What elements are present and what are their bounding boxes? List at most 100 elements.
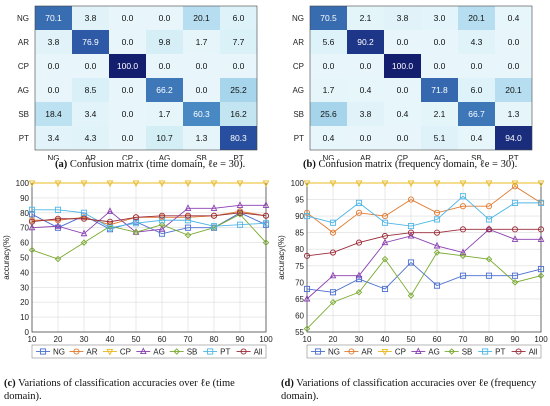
circle-marker bbox=[28, 218, 36, 225]
series-line-all bbox=[306, 228, 541, 257]
heatmap-cell-value: 1.7 bbox=[323, 85, 335, 95]
diamond-marker bbox=[210, 224, 218, 231]
triangle-up-marker bbox=[28, 223, 36, 231]
heatmap-row-label: NG bbox=[292, 14, 304, 23]
diamond-marker bbox=[173, 348, 180, 355]
heatmap-cell-value: 4.3 bbox=[471, 37, 483, 47]
y-tick-label: 20 bbox=[20, 298, 29, 307]
heatmap-row-label: CP bbox=[18, 62, 29, 71]
square-marker bbox=[511, 199, 519, 206]
heatmap-cell bbox=[384, 126, 421, 150]
heatmap-cell bbox=[220, 30, 257, 54]
heatmap-cell bbox=[183, 126, 220, 150]
circle-marker bbox=[303, 252, 311, 259]
series-line-all bbox=[31, 212, 267, 223]
triangle-down-marker bbox=[329, 180, 337, 188]
heatmap-cell-value: 90.2 bbox=[357, 37, 374, 47]
heatmap-cell-value: 3.8 bbox=[397, 13, 409, 23]
heatmap-cell-value: 71.8 bbox=[431, 85, 448, 95]
heatmap-cell bbox=[72, 30, 109, 54]
triangle-down-marker bbox=[407, 180, 415, 188]
circle-marker bbox=[515, 348, 522, 355]
heatmap-cell bbox=[72, 102, 109, 126]
legend-label: CP bbox=[120, 348, 131, 357]
square-marker bbox=[355, 275, 363, 283]
series-line-pt bbox=[32, 209, 267, 229]
heatmap-cell-value: 0.0 bbox=[508, 37, 520, 47]
caption-b-tag: (b) bbox=[303, 159, 316, 170]
series-line-sb bbox=[31, 213, 267, 260]
circle-marker bbox=[511, 226, 519, 233]
heatmap-cell-value: 0.0 bbox=[360, 133, 372, 143]
heatmap-cell bbox=[109, 78, 146, 102]
accuracy-line-chart-time: 0 10 20 30 40 50 60 70 80 90 100 10 20 30 40 50 60 70 80 90… bbox=[0, 175, 275, 406]
heatmap-cell bbox=[183, 6, 220, 30]
heatmap-cell bbox=[146, 54, 183, 78]
heatmap-cell-value: 6.0 bbox=[471, 85, 483, 95]
triangle-up-marker bbox=[414, 347, 422, 355]
triangle-down-marker bbox=[28, 180, 36, 188]
series-line-pt bbox=[306, 195, 541, 227]
heatmap-cell bbox=[72, 126, 109, 150]
caption-d-text: Variations of classification accuracies … bbox=[281, 378, 537, 402]
diamond-marker bbox=[485, 255, 493, 263]
square-marker bbox=[39, 348, 47, 355]
heatmap-cell-value: 100.0 bbox=[392, 61, 414, 71]
legend-label: NG bbox=[53, 348, 65, 357]
confusion-matrix-frequency: 70.5 2.1 3.8 3.0 20.1 0.4 5.6 90.2 0.0 0.0 4.3 0.0 0… bbox=[275, 0, 550, 175]
diamond-marker bbox=[329, 298, 337, 306]
triangle-down-marker bbox=[80, 180, 88, 188]
heatmap-cell-value: 60.3 bbox=[193, 109, 210, 119]
y-tick-label: 55 bbox=[295, 328, 304, 337]
triangle-down-marker bbox=[236, 180, 244, 188]
heatmap-cell-value: 0.0 bbox=[196, 61, 208, 71]
heatmap-cell bbox=[421, 6, 458, 30]
heatmap-cell bbox=[310, 30, 347, 54]
x-tick-label: 10 bbox=[303, 335, 312, 344]
legend-label: AR bbox=[86, 348, 97, 357]
x-tick-label: 40 bbox=[106, 335, 115, 344]
circle-marker bbox=[348, 348, 355, 355]
heatmap-cell bbox=[347, 126, 384, 150]
heatmap-cell-value: 0.0 bbox=[122, 133, 134, 143]
heatmap-cell bbox=[421, 54, 458, 78]
square-marker bbox=[537, 199, 545, 206]
heatmap-cell-value: 0.0 bbox=[122, 13, 134, 23]
heatmap-row-label: AG bbox=[292, 86, 304, 95]
heatmap-cell-value: 70.5 bbox=[320, 13, 337, 23]
x-tick-label: 10 bbox=[28, 335, 37, 344]
heatmap-cell-value: 1.3 bbox=[196, 133, 208, 143]
y-tick-label: 75 bbox=[295, 262, 304, 271]
y-tick-label: 10 bbox=[20, 313, 29, 322]
heatmap-cell-value: 0.0 bbox=[122, 37, 134, 47]
heatmap-cell-value: 10.7 bbox=[156, 133, 173, 143]
heatmap-cell bbox=[458, 54, 495, 78]
square-marker bbox=[184, 217, 192, 224]
triangle-up-marker bbox=[537, 235, 545, 242]
x-tick-label: 20 bbox=[54, 335, 63, 344]
square-marker bbox=[314, 348, 322, 355]
triangle-up-marker bbox=[54, 222, 62, 229]
x-tick-label: 30 bbox=[80, 335, 89, 344]
heatmap-cell bbox=[146, 78, 183, 102]
y-tick-label: 0 bbox=[25, 328, 30, 337]
heatmap-cell-value: 94.0 bbox=[505, 133, 522, 143]
caption-c-tag: (c) bbox=[4, 378, 16, 389]
triangle-up-marker bbox=[511, 235, 519, 242]
heatmap-cell bbox=[495, 126, 532, 150]
x-tick-label: 100 bbox=[534, 335, 548, 344]
legend-label: AR bbox=[361, 348, 372, 357]
legend-label: AG bbox=[153, 348, 165, 357]
square-marker bbox=[303, 213, 311, 220]
triangle-up-marker bbox=[139, 347, 147, 355]
heatmap-cell bbox=[220, 6, 257, 30]
x-tick-label: 80 bbox=[485, 335, 494, 344]
heatmap-cell bbox=[146, 30, 183, 54]
legend-label: AG bbox=[428, 348, 440, 357]
heatmap-col-label: NG bbox=[323, 154, 335, 160]
heatmap-cell bbox=[384, 54, 421, 78]
x-tick-label: 30 bbox=[355, 335, 364, 344]
y-axis-label: accuracy(%) bbox=[277, 235, 286, 280]
circle-marker bbox=[355, 239, 363, 246]
heatmap-cell-value: 9.8 bbox=[159, 37, 171, 47]
